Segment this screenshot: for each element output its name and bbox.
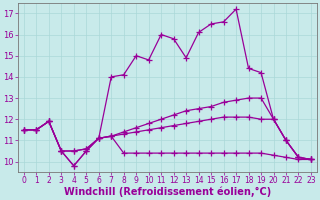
X-axis label: Windchill (Refroidissement éolien,°C): Windchill (Refroidissement éolien,°C) bbox=[64, 187, 271, 197]
